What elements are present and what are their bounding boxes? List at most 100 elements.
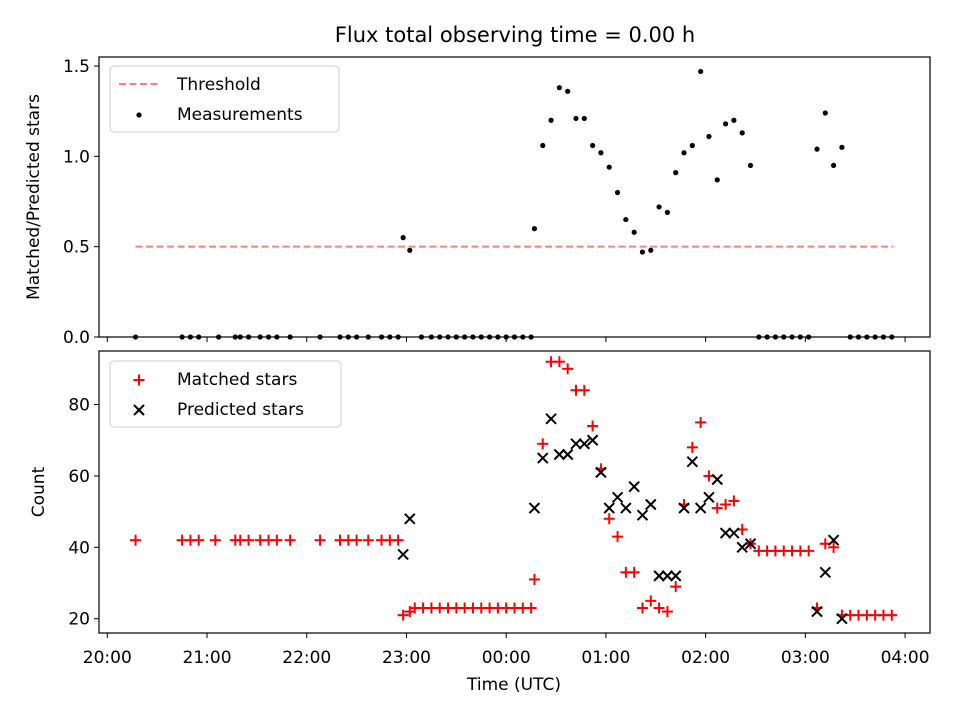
top-y-tick-label: 0.5 [63, 238, 90, 258]
bottom-x-tick-label: 22:00 [282, 648, 331, 668]
matched-star-point [886, 609, 898, 621]
matched-star-point [397, 609, 409, 621]
bottom-x-tick-label: 21:00 [183, 648, 232, 668]
measurement-point [614, 189, 621, 196]
matched-star-point [284, 534, 296, 546]
predicted-star-point [694, 502, 707, 514]
matched-star-point [243, 534, 255, 546]
measurement-point [598, 150, 604, 156]
predicted-star-point [670, 570, 682, 582]
predicted-star-point [586, 434, 599, 446]
measurement-point [531, 226, 538, 232]
bottom-x-tick-label: 20:00 [83, 648, 132, 668]
measurement-point [639, 249, 646, 255]
top-y-tick-label: 0.0 [63, 328, 90, 348]
predicted-star-point [404, 513, 416, 525]
predicted-star-point [620, 502, 632, 514]
legend-measurements-label: Measurements [177, 105, 303, 125]
matched-star-point [670, 581, 682, 593]
bottom-x-ticks: 20:00 21:00 22:00 23:00 00:00 01:00 02:00 03:00… [83, 633, 930, 668]
matched-star-point [720, 498, 732, 510]
matched-star-point [525, 602, 537, 614]
measurement-point [407, 247, 413, 253]
matched-star-point [686, 441, 698, 453]
top-panel: Matched/Predicted stars 0.0 0.5 1.0 1.5 Thr… [24, 56, 931, 348]
predicted-star-point [661, 570, 674, 582]
bottom-y-tick-label: 80 [68, 396, 90, 416]
bottom-x-tick-label: 01:00 [581, 648, 630, 668]
bottom-x-tick-label: 03:00 [781, 648, 830, 668]
predicted-star-point [628, 480, 640, 493]
measurement-point [822, 110, 828, 116]
measurement-point [573, 115, 579, 122]
matched-star-point [562, 363, 574, 375]
measurement-point [623, 216, 629, 223]
measurement-point [400, 235, 406, 241]
matched-star-point [636, 602, 648, 614]
predicted-star-point [711, 473, 723, 486]
measurement-point [681, 150, 687, 156]
measurement-point [831, 162, 837, 168]
matched-star-point [803, 545, 815, 557]
legend-threshold-label: Threshold [176, 75, 261, 95]
measurement-point [722, 121, 729, 127]
legend-predicted-label: Predicted stars [177, 400, 304, 420]
bottom-legend: Matched stars Predicted stars [109, 360, 342, 428]
matched-star-point [193, 534, 205, 546]
bottom-x-axis-label: Time (UTC) [466, 675, 561, 695]
predicted-star-point [570, 438, 582, 450]
measurement-point [590, 142, 596, 149]
matched-star-point [695, 416, 707, 428]
measurement-point [706, 133, 712, 140]
predicted-star-point [836, 613, 848, 625]
predicted-star-point [736, 541, 748, 554]
legend-predicted-swatch [133, 404, 145, 416]
matched-star-point [209, 534, 221, 546]
bottom-x-tick-label: 00:00 [482, 648, 531, 668]
measurement-point [606, 164, 612, 170]
predicted-star-point [553, 448, 566, 461]
legend-predicted-marker [133, 404, 145, 416]
top-legend: Threshold Measurements [109, 65, 340, 133]
measurement-point [648, 247, 654, 253]
matched-star-point [553, 356, 565, 368]
measurement-point [565, 88, 571, 94]
bottom-x-tick-label: 23:00 [382, 648, 431, 668]
matched-star-point [603, 513, 615, 525]
top-y-tick-label: 1.0 [63, 147, 90, 167]
matched-star-point [711, 502, 723, 514]
matched-star-point [828, 541, 840, 553]
matched-star-point [314, 534, 326, 546]
bottom-y-tick-label: 20 [68, 610, 90, 630]
top-x-ticks [106, 337, 906, 342]
measurement-point [714, 177, 720, 183]
figure-title: Flux total observing time = 0.00 h [335, 23, 695, 47]
measurement-point [556, 85, 562, 91]
legend-matched-marker [133, 374, 145, 386]
measurement-point [689, 142, 695, 149]
measurement-point [698, 68, 704, 75]
predicted-star-point [744, 538, 757, 550]
measurement-point [540, 142, 546, 149]
predicted-star-point [827, 534, 840, 546]
predicted-star-point [678, 502, 690, 514]
top-plot-frame [98, 56, 931, 338]
predicted-star-point [719, 527, 732, 539]
predicted-star-point [397, 548, 409, 561]
matched-star-point [392, 534, 404, 546]
predicted-star-point [686, 455, 699, 468]
matched-star-point [645, 595, 657, 607]
bottom-panel: Count Time (UTC) 20 40 60 80 20:00 21:00 22:0… [29, 350, 931, 695]
top-y-tick-label: 1.5 [63, 57, 90, 77]
bottom-x-tick-label: 04:00 [881, 648, 930, 668]
predicted-star-point [636, 509, 649, 521]
predicted-star-point [611, 491, 624, 504]
legend-measurements-swatch [136, 112, 142, 118]
bottom-x-tick-label: 02:00 [681, 648, 730, 668]
measurement-point [631, 229, 637, 235]
measurement-point [673, 170, 679, 176]
predicted-star-point [653, 570, 665, 582]
measurement-point [664, 209, 671, 215]
legend-matched-label: Matched stars [177, 370, 297, 390]
top-y-ticks: 0.0 0.5 1.0 1.5 [63, 57, 99, 348]
